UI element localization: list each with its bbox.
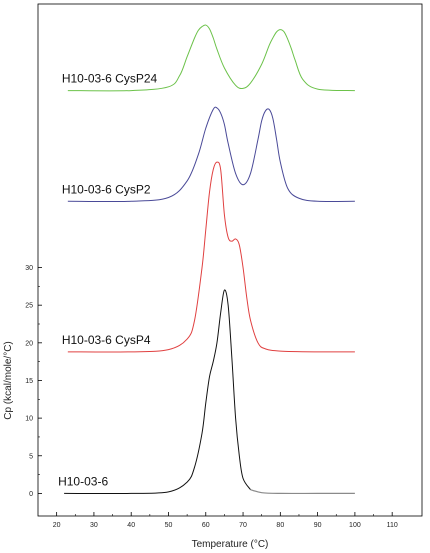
axis-layer <box>38 267 393 516</box>
x-axis-title: Temperature (°C) <box>192 539 269 550</box>
series-label: H10-03-6 <box>58 474 108 488</box>
series-line <box>67 106 355 203</box>
series-2 <box>67 106 355 203</box>
plot-frame <box>37 3 423 517</box>
series-line <box>64 289 251 495</box>
x-tick-label: 50 <box>165 522 173 529</box>
series-layer <box>64 24 355 495</box>
y-tick-label: 20 <box>25 340 33 347</box>
x-tick-label: 60 <box>202 522 210 529</box>
y-tick-label: 25 <box>25 303 33 310</box>
x-tick-label: 40 <box>127 522 135 529</box>
y-axis-title: Cp (kcal/mole/°C) <box>3 341 14 419</box>
series-label: H10-03-6 CysP24 <box>62 72 158 86</box>
x-tick-label: 90 <box>314 522 322 529</box>
x-tick-label: 20 <box>53 522 61 529</box>
series-line-tail <box>250 489 355 495</box>
series-label: H10-03-6 CysP2 <box>62 182 151 196</box>
x-tick-label: 30 <box>90 522 98 529</box>
y-tick-label: 0 <box>29 491 33 498</box>
series-line <box>67 161 355 353</box>
x-tick-label: 100 <box>349 522 361 529</box>
x-tick-label: 110 <box>387 522 398 529</box>
series-1 <box>67 161 355 353</box>
y-tick-label: 15 <box>25 378 33 385</box>
x-tick-label: 80 <box>276 522 284 529</box>
series-label: H10-03-6 CysP4 <box>62 333 151 347</box>
y-tick-label: 30 <box>25 265 33 272</box>
label-layer: 20 30 40 50 60 70 80 90 100 110 0 5 10 15 20 25 30 Temper… <box>3 72 398 550</box>
series-3 <box>67 24 355 92</box>
y-tick-label: 5 <box>29 453 33 460</box>
series-0 <box>64 289 355 495</box>
x-tick-label: 70 <box>239 522 247 529</box>
series-line <box>67 24 355 92</box>
y-tick-label: 10 <box>25 416 33 423</box>
plot-border <box>37 3 423 517</box>
